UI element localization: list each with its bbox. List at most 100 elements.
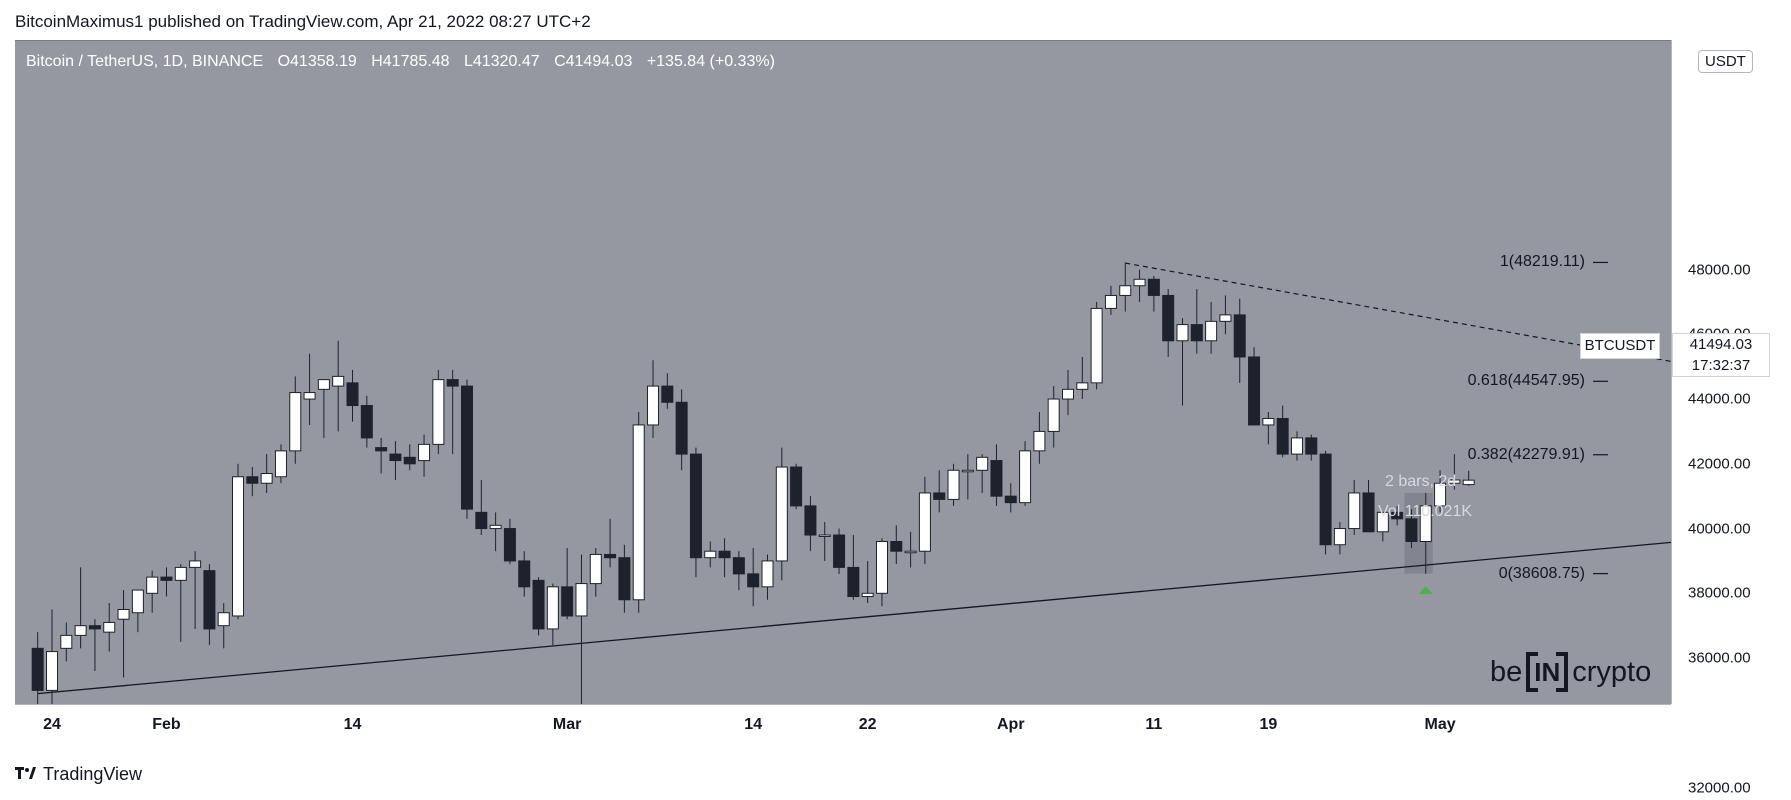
candle-body [346, 382, 359, 407]
price-axis[interactable] [1671, 40, 1791, 748]
candle-body [1262, 417, 1275, 426]
time-axis[interactable] [15, 704, 1671, 745]
candle [647, 360, 660, 438]
candle [1362, 479, 1375, 533]
candle [976, 454, 989, 493]
candle-body [117, 608, 130, 620]
symbol-title: Bitcoin / TetherUS, 1D, BINANCE [26, 53, 264, 70]
candle [1333, 522, 1346, 555]
candle-body [260, 473, 273, 484]
candle [1219, 295, 1232, 335]
watermark-in: IN [1526, 652, 1569, 692]
time-tick: 22 [858, 716, 877, 733]
candle [1448, 454, 1461, 490]
candle [403, 444, 416, 471]
candle [203, 564, 216, 646]
candle-body [1176, 324, 1189, 342]
candle-body [1133, 278, 1146, 287]
candle-body [1190, 324, 1203, 342]
candle-body [546, 586, 559, 630]
candle [274, 444, 287, 484]
candle-body [933, 492, 946, 500]
candle-body [460, 385, 473, 510]
candle [1276, 405, 1289, 458]
candle [317, 379, 330, 438]
candle-body [747, 573, 760, 588]
candle-body [131, 589, 144, 614]
candle-body [1376, 511, 1389, 533]
watermark-crypto: crypto [1572, 655, 1652, 688]
candle-body [804, 505, 817, 536]
candle-body [947, 469, 960, 500]
candle-body [1076, 382, 1089, 390]
last-price-value: 41494.03 [1689, 336, 1753, 353]
candle-body [375, 447, 388, 452]
candle [1062, 369, 1075, 416]
last-price-label: 41494.03 17:32:37 [1672, 333, 1770, 377]
candle [632, 412, 645, 613]
candle [589, 547, 602, 597]
price-chart-svg[interactable] [15, 40, 1671, 704]
candle-body [961, 469, 974, 473]
candle [289, 376, 302, 464]
candle-body [604, 553, 617, 559]
candle [947, 463, 960, 506]
symbol-price-label: BTCUSDT [1580, 333, 1660, 359]
candle-body [1047, 398, 1060, 432]
range-bars-label: 2 bars, 2d [1385, 473, 1457, 490]
currency-badge[interactable]: USDT [1698, 50, 1753, 73]
candle [375, 437, 388, 474]
candle-body [418, 443, 431, 462]
chart-pane[interactable] [15, 40, 1671, 705]
tradingview-footer[interactable]: TradingView [15, 764, 142, 785]
price-tick: 32000.00 [1688, 779, 1751, 797]
ohlc-legend: Bitcoin / TetherUS, 1D, BINANCE O41358.1… [26, 53, 775, 71]
tradingview-logo-icon [15, 765, 37, 785]
candle [718, 538, 731, 578]
candle-body [647, 385, 660, 426]
candle [1319, 450, 1332, 555]
candle-body [74, 625, 87, 636]
range-volume-label: Vol 110.021K [1378, 503, 1473, 520]
axis-corner [1671, 704, 1791, 748]
candle [847, 535, 860, 600]
candle [1405, 509, 1418, 548]
candle [146, 570, 159, 613]
candle [217, 603, 230, 649]
watermark-be: be [1490, 655, 1523, 688]
candle-body [303, 392, 316, 400]
candle-body [1090, 307, 1103, 384]
candle [446, 369, 459, 455]
candle [117, 590, 130, 678]
candle-body [990, 460, 1003, 497]
candle-body [1162, 294, 1175, 342]
candle [933, 470, 946, 513]
candle-body [532, 579, 545, 630]
price-tick: 42000.00 [1688, 455, 1751, 473]
candle [961, 454, 974, 500]
candle [1262, 412, 1275, 445]
candle-body [174, 566, 187, 581]
candle-body [389, 453, 402, 462]
candle-body [1419, 505, 1432, 543]
candle-body [732, 557, 745, 575]
candle-body [403, 456, 416, 465]
candle-body [904, 550, 917, 554]
time-tick: Feb [152, 716, 181, 733]
candle-body [632, 424, 645, 601]
candle-body [833, 534, 846, 568]
candle [475, 479, 488, 536]
low-key: L [463, 53, 473, 70]
candle-body [446, 379, 459, 387]
candle [1162, 288, 1175, 357]
candle [1462, 470, 1475, 486]
candle [418, 434, 431, 477]
candle-body [1147, 278, 1160, 296]
candle-body [861, 592, 874, 598]
candle-body [561, 586, 574, 617]
candle-body [1219, 314, 1232, 322]
price-tick: 38000.00 [1688, 584, 1751, 602]
candle [1004, 483, 1017, 513]
candle [1391, 505, 1404, 526]
candle-body [761, 560, 774, 588]
